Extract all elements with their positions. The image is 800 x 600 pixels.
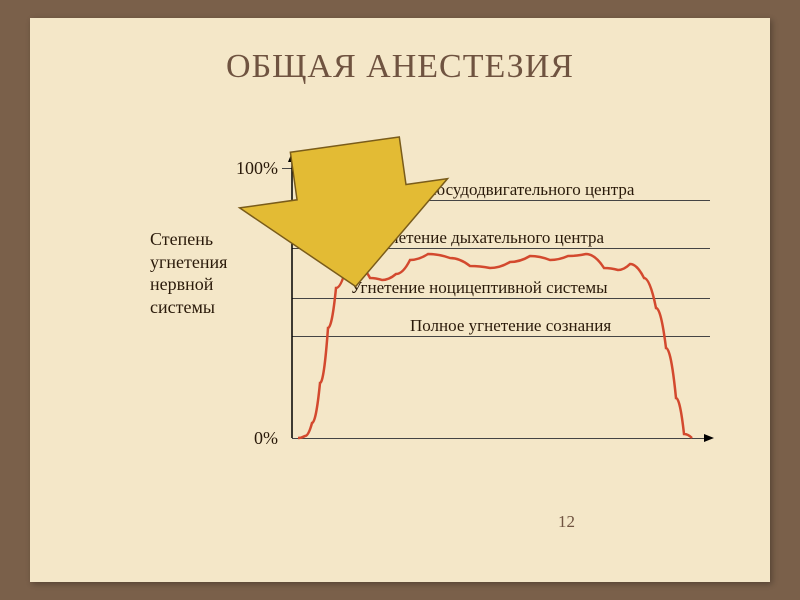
slide-inner: ОБЩАЯ АНЕСТЕЗИЯ Степеньугнетениянервнойс… <box>30 18 770 582</box>
down-arrow-icon <box>233 131 461 301</box>
page-number: 12 <box>558 512 575 532</box>
slide-outer: ОБЩАЯ АНЕСТЕЗИЯ Степеньугнетениянервнойс… <box>0 0 800 600</box>
chart: Степеньугнетениянервнойсистемы 100% 0% У… <box>150 138 730 468</box>
chart-svg <box>150 138 730 468</box>
slide-title: ОБЩАЯ АНЕСТЕЗИЯ <box>30 48 770 86</box>
